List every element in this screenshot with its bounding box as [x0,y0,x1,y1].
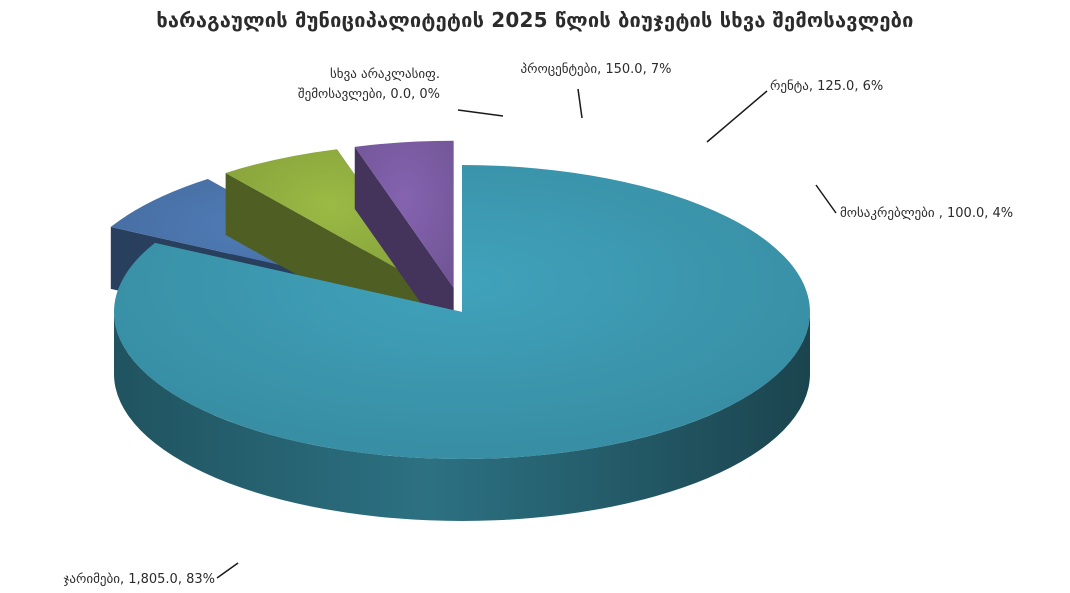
pie-slice-wall [354,146,454,350]
leader-line [815,184,837,214]
data-label: ჯარიმები, 1,805.0, 83% [64,572,215,587]
data-label: რენტა, 125.0, 6% [770,79,883,94]
pie-slice-top [354,140,454,288]
leader-line [577,88,583,119]
leader-line [216,562,239,579]
pie-slice [354,140,454,350]
leader-line [706,90,768,143]
data-label: სხვა არაკლასიფ. შემოსავლები, 0.0, 0% [298,67,440,102]
data-label: პროცენტები, 150.0, 7% [521,62,672,77]
chart-title: ხარაგაულის მუნიციპალიტეტის 2025 წლის ბიუ… [156,8,914,32]
pie-slice-side [114,312,810,521]
pie-slice-top [225,149,436,291]
leader-line [457,109,504,117]
pie-slice [113,165,811,521]
data-label: მოსაკრებლები , 100.0, 4% [840,206,1013,221]
pie-slice-top [113,165,811,459]
